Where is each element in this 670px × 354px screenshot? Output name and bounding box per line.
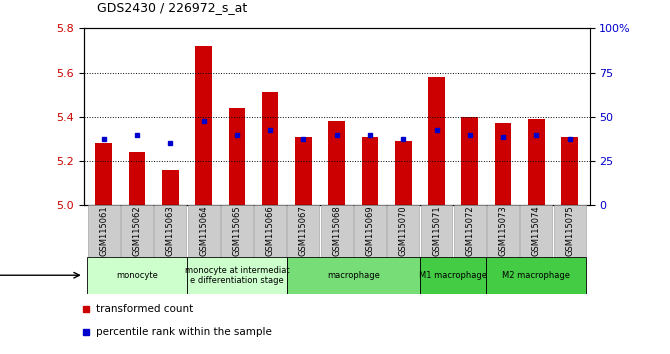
- Bar: [487, 205, 519, 257]
- Text: M2 macrophage: M2 macrophage: [502, 271, 570, 280]
- Text: percentile rank within the sample: percentile rank within the sample: [96, 327, 272, 337]
- Bar: [154, 205, 186, 257]
- Bar: [528, 119, 545, 205]
- Text: GSM115066: GSM115066: [265, 206, 275, 256]
- Bar: [228, 108, 245, 205]
- Bar: [188, 205, 220, 257]
- Text: GSM115072: GSM115072: [465, 206, 474, 256]
- Bar: [162, 170, 179, 205]
- Bar: [95, 143, 112, 205]
- Text: GSM115075: GSM115075: [565, 206, 574, 256]
- Text: GSM115070: GSM115070: [399, 206, 408, 256]
- Bar: [254, 205, 286, 257]
- Bar: [494, 124, 511, 205]
- Bar: [387, 205, 419, 257]
- Bar: [328, 121, 345, 205]
- Bar: [88, 205, 120, 257]
- Text: GSM115065: GSM115065: [232, 206, 241, 256]
- Text: GSM115074: GSM115074: [532, 206, 541, 256]
- Text: GSM115064: GSM115064: [199, 206, 208, 256]
- Bar: [521, 205, 552, 257]
- Bar: [321, 205, 352, 257]
- Text: macrophage: macrophage: [327, 271, 380, 280]
- Bar: [187, 257, 287, 294]
- Bar: [420, 257, 486, 294]
- Bar: [354, 205, 386, 257]
- Bar: [428, 77, 445, 205]
- Text: M1 macrophage: M1 macrophage: [419, 271, 487, 280]
- Bar: [486, 257, 586, 294]
- Bar: [287, 205, 320, 257]
- Text: GSM115062: GSM115062: [133, 206, 141, 256]
- Text: GSM115067: GSM115067: [299, 206, 308, 256]
- Text: monocyte at intermediat
e differentiation stage: monocyte at intermediat e differentiatio…: [184, 266, 289, 285]
- Text: GSM115063: GSM115063: [165, 206, 175, 256]
- Bar: [262, 92, 279, 205]
- Text: transformed count: transformed count: [96, 304, 194, 314]
- Bar: [87, 257, 187, 294]
- Bar: [395, 141, 411, 205]
- Bar: [121, 205, 153, 257]
- Bar: [287, 257, 420, 294]
- Bar: [221, 205, 253, 257]
- Bar: [462, 117, 478, 205]
- Text: GSM115069: GSM115069: [365, 206, 375, 256]
- Text: GDS2430 / 226972_s_at: GDS2430 / 226972_s_at: [97, 1, 247, 14]
- Bar: [195, 46, 212, 205]
- Text: GSM115061: GSM115061: [99, 206, 109, 256]
- Bar: [561, 137, 578, 205]
- Text: GSM115068: GSM115068: [332, 206, 341, 256]
- Text: GSM115073: GSM115073: [498, 206, 508, 256]
- Text: monocyte: monocyte: [116, 271, 158, 280]
- Bar: [362, 137, 379, 205]
- Bar: [421, 205, 452, 257]
- Text: GSM115071: GSM115071: [432, 206, 441, 256]
- Bar: [454, 205, 486, 257]
- Bar: [295, 137, 312, 205]
- Bar: [553, 205, 586, 257]
- Bar: [129, 152, 145, 205]
